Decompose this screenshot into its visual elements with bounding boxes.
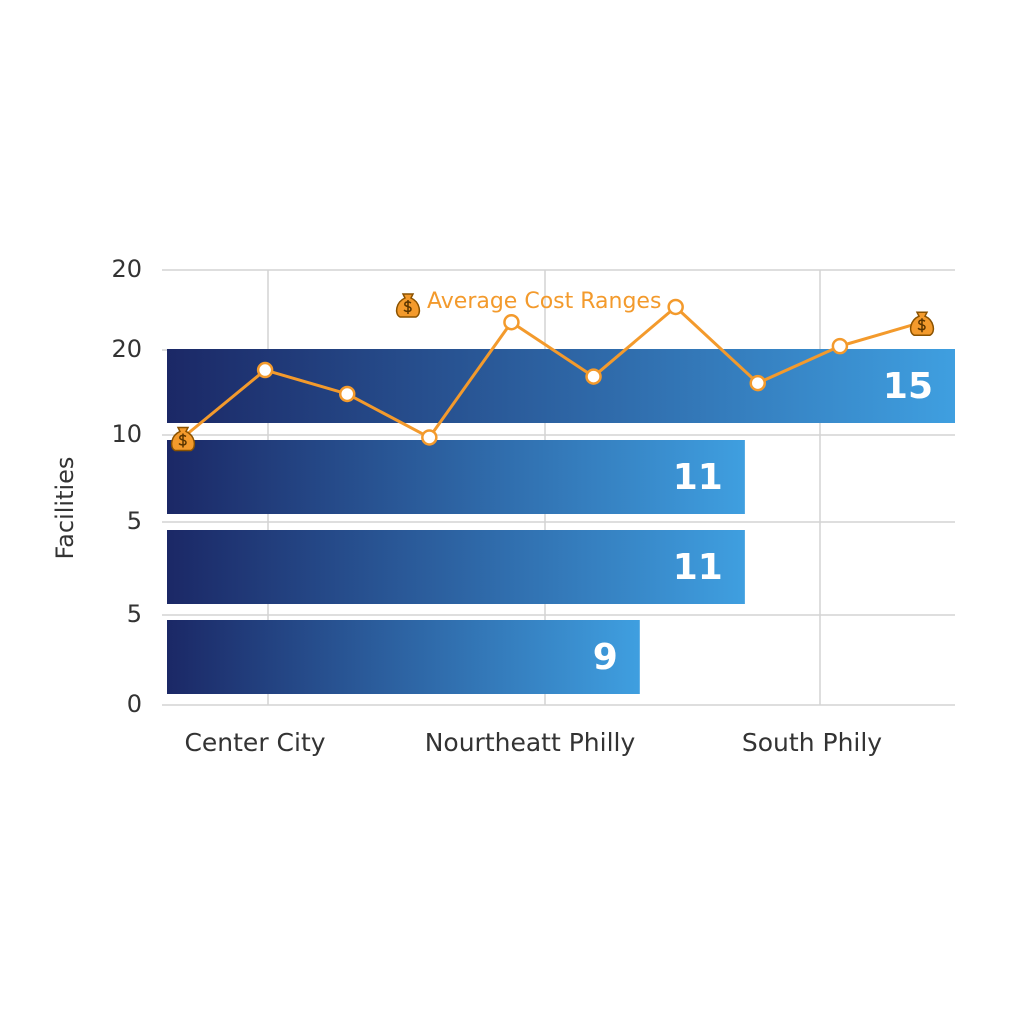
bar-value-label: 11 <box>673 547 723 588</box>
bar-value-label: 15 <box>883 366 933 407</box>
bar <box>167 530 745 604</box>
y-tick-label: 5 <box>127 507 142 535</box>
bag-symbol <box>178 433 187 448</box>
y-tick-label: 20 <box>111 255 142 283</box>
x-tick-label: Center City <box>184 728 325 757</box>
y-tick-label: 10 <box>111 420 142 448</box>
line-point <box>503 313 520 331</box>
line-point <box>749 374 767 392</box>
line-series <box>182 305 923 439</box>
money-bag-icon <box>170 426 196 452</box>
bar <box>167 620 640 694</box>
bar <box>167 440 745 514</box>
bar-value-label: 11 <box>673 457 723 498</box>
line-point <box>421 429 438 446</box>
line-point <box>338 385 356 403</box>
x-tick-label: South Phily <box>742 728 882 757</box>
legend-label: Average Cost Ranges <box>427 289 661 314</box>
y-tick-label: 0 <box>127 690 142 718</box>
line-point <box>585 368 602 385</box>
y-tick-label: 5 <box>127 600 142 628</box>
bar <box>167 349 955 423</box>
line-point <box>256 361 274 379</box>
x-tick-label: Nourtheatt Philly <box>425 728 636 757</box>
line-point <box>831 337 849 355</box>
y-tick-label: 20 <box>111 335 142 363</box>
bag-symbol <box>403 300 412 314</box>
line-point <box>667 298 684 316</box>
y-axis-title: Facilities <box>51 457 79 560</box>
icons <box>170 293 935 452</box>
bag-symbol <box>917 318 926 333</box>
money-bag-icon <box>909 311 935 336</box>
money-bag-icon <box>395 293 421 318</box>
bar-value-label: 9 <box>593 637 618 678</box>
